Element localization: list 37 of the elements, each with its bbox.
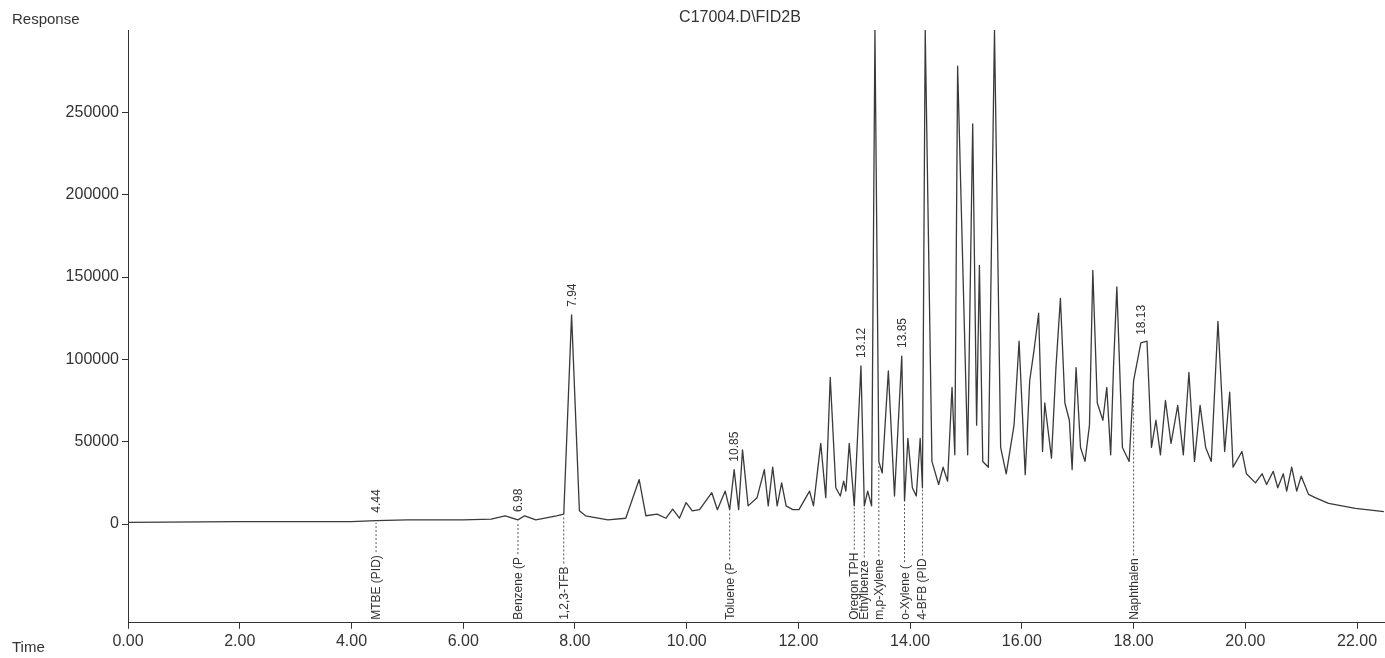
annotation: 4.44 — [369, 489, 384, 513]
annotation: o-Xylene ( — [897, 565, 912, 620]
annotation: 1,2,3-TFB — [556, 566, 571, 620]
x-tick-label: 12.00 — [778, 631, 819, 649]
x-tick-label: 22.00 — [1337, 631, 1378, 649]
y-tick-label: 50000 — [74, 432, 120, 450]
annotation: Benzene (P — [510, 557, 525, 620]
x-tick-label: 6.00 — [447, 631, 479, 649]
annotation: 13.12 — [853, 327, 868, 358]
annotation: 18.13 — [1133, 304, 1148, 335]
x-tick-label: 4.00 — [335, 631, 368, 649]
annotation: Toluene (P — [722, 562, 737, 620]
y-tick-label: 250000 — [65, 102, 120, 120]
x-tick-label: 20.00 — [1225, 631, 1266, 649]
annotation: Naphthalen — [1126, 558, 1141, 620]
x-tick-label: 10.00 — [666, 631, 707, 649]
x-axis-title: Time — [12, 638, 45, 655]
annotation: 7.94 — [564, 283, 579, 307]
x-tick-label: 0.00 — [112, 631, 144, 649]
annotation: m,p-Xylene — [871, 558, 886, 620]
y-tick-label: 200000 — [65, 185, 120, 203]
annotation: 4-BFB (PID — [915, 558, 930, 620]
annotation: Oregon TPH — [847, 552, 862, 620]
x-tick-label: 8.00 — [559, 631, 591, 649]
y-tick-label: 100000 — [65, 349, 120, 367]
x-tick-label: 2.00 — [224, 631, 256, 649]
annotation: 13.85 — [894, 317, 909, 349]
x-tick-label: 18.00 — [1113, 631, 1154, 649]
chart-title: C17004.D\FID2B — [679, 8, 801, 25]
x-tick-label: 14.00 — [890, 631, 931, 649]
annotation: 6.98 — [510, 488, 525, 512]
y-axis-title: Response — [12, 10, 80, 27]
y-tick-label: 150000 — [65, 267, 120, 285]
annotation: 10.85 — [727, 431, 742, 462]
annotation: MTBE (PID) — [369, 555, 384, 620]
x-tick-label: 16.00 — [1001, 631, 1042, 649]
y-tick-label: 0 — [110, 514, 120, 532]
